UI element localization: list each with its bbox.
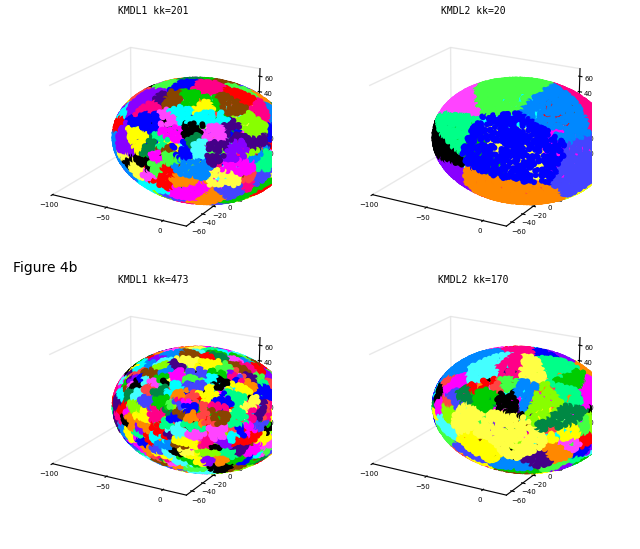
Title: KMDL2 kk=170: KMDL2 kk=170 bbox=[438, 276, 509, 285]
Title: KMDL1 kk=201: KMDL1 kk=201 bbox=[118, 7, 189, 16]
Text: Figure 4b: Figure 4b bbox=[13, 261, 77, 275]
Title: KMDL2 kk=20: KMDL2 kk=20 bbox=[442, 7, 506, 16]
Title: KMDL1 kk=473: KMDL1 kk=473 bbox=[118, 276, 189, 285]
